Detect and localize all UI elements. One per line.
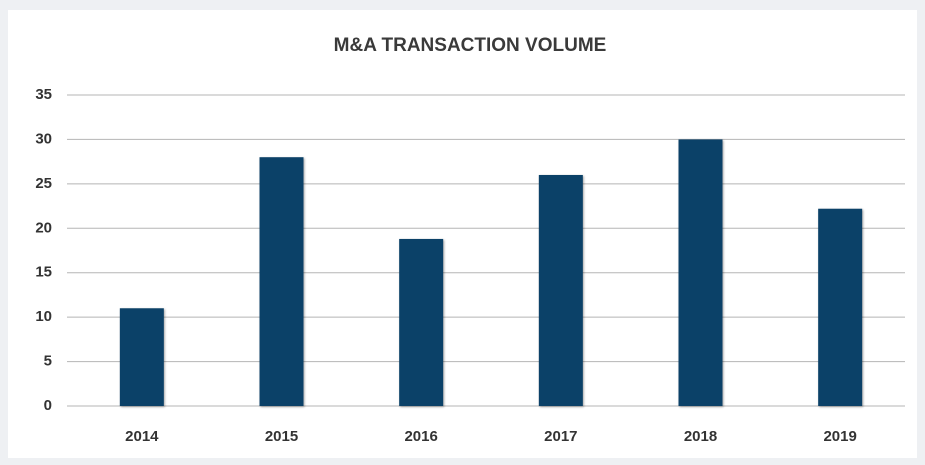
bar (538, 174, 583, 406)
y-tick-label: 35 (35, 86, 52, 103)
y-tick-label: 10 (35, 308, 52, 325)
y-tick-label: 5 (44, 353, 52, 370)
y-tick-label: 20 (35, 219, 52, 236)
bar (399, 238, 444, 406)
y-tick-label: 15 (35, 264, 52, 281)
x-tick-label: 2014 (125, 428, 159, 445)
x-tick-label: 2016 (404, 428, 437, 445)
y-tick-label: 0 (44, 397, 52, 414)
x-tick-label: 2015 (265, 428, 298, 445)
y-tick-label: 30 (35, 130, 52, 147)
chart-title: M&A TRANSACTION VOLUME (334, 35, 607, 56)
y-tick-label: 25 (35, 175, 52, 192)
bar (818, 208, 863, 406)
bar (678, 139, 723, 406)
bar (119, 308, 164, 406)
bar (259, 157, 304, 406)
x-tick-label: 2019 (823, 428, 856, 445)
x-tick-label: 2017 (544, 428, 577, 445)
x-tick-label: 2018 (684, 428, 717, 445)
